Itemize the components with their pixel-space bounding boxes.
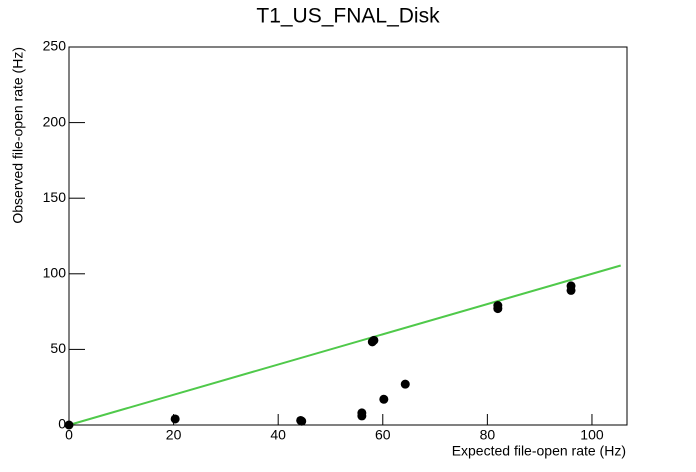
- plot-frame: [68, 46, 628, 426]
- x-tick-label: 40: [270, 427, 286, 443]
- y-tick-label: 100: [43, 265, 67, 281]
- data-point: [379, 394, 389, 404]
- x-tick-label: 60: [375, 427, 391, 443]
- data-point: [64, 420, 74, 430]
- data-point: [369, 335, 379, 345]
- y-tick-label: 50: [50, 340, 66, 356]
- x-tick-label: 0: [65, 427, 73, 443]
- data-point: [493, 301, 503, 311]
- x-tick-label: 100: [580, 427, 604, 443]
- data-point: [170, 414, 180, 424]
- data-point: [566, 281, 576, 291]
- reference-line: [68, 264, 622, 426]
- y-tick-label: 200: [43, 113, 67, 129]
- data-point: [400, 379, 410, 389]
- chart-title: T1_US_FNAL_Disk: [256, 5, 440, 28]
- y-tick-label: 150: [43, 189, 67, 205]
- x-axis-label: Expected file-open rate (Hz): [452, 443, 626, 459]
- x-tick-label: 20: [166, 427, 182, 443]
- data-point: [357, 408, 367, 418]
- data-point: [297, 416, 307, 426]
- y-axis-label: Observed file-open rate (Hz): [10, 47, 26, 224]
- x-tick-label: 80: [480, 427, 496, 443]
- y-tick-label: 0: [58, 416, 66, 432]
- y-tick-label: 250: [43, 38, 67, 54]
